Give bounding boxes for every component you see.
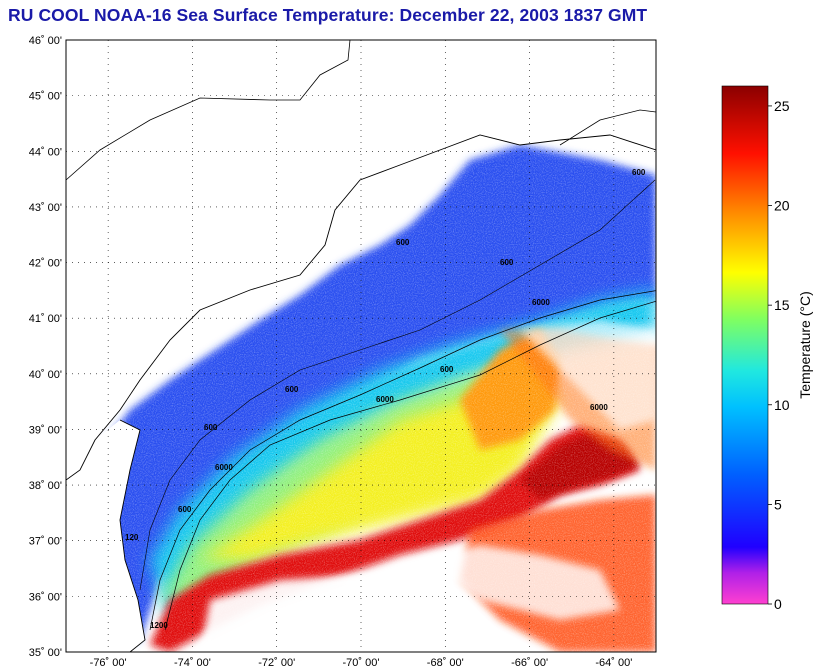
contour-label: 6000 [532,298,550,307]
contour-label: 6000 [215,463,233,472]
longitude-label: -70˚ 00' [343,657,380,669]
colorbar-tick-label: 25 [774,98,790,114]
latitude-label: 35˚ 00' [29,647,62,659]
latitude-label: 42˚ 00' [29,258,62,270]
contour-label: 600 [632,168,646,177]
land-mid-atlantic [66,420,145,652]
latitude-label: 41˚ 00' [29,313,62,325]
contour-label: 1200 [150,621,168,630]
coastline-north [66,134,656,481]
map-title: RU COOL NOAA-16 Sea Surface Temperature:… [8,5,648,25]
colorbar-tick-label: 15 [774,297,790,313]
contour-6000m [164,300,656,631]
border-us-canada [66,40,351,181]
longitude-label: -64˚ 00' [595,657,632,669]
coastline-south [119,419,146,652]
map-frame [65,39,657,653]
colorbar-ticks: 25 20 15 10 5 0 [768,98,790,612]
colorbar-tick-label: 5 [774,496,782,512]
contour-120m [139,179,656,591]
contour-label: 6000 [376,395,394,404]
contour-label: 600 [204,423,218,432]
longitude-axis: -76˚ 00' -74˚ 00' -72˚ 00' -70˚ 00' -68˚ 00'… [90,657,633,669]
latitude-label: 38˚ 00' [29,480,62,492]
latitude-label: 39˚ 00' [29,424,62,436]
colorbar-tick-label: 0 [774,596,782,612]
latitude-label: 43˚ 00' [29,202,62,214]
colorbar-tick-label: 10 [774,397,790,413]
contour-label: 600 [440,365,454,374]
land-us-northeast [66,40,656,480]
colorbar [721,85,769,605]
latitude-label: 36˚ 00' [29,591,62,603]
colorbar-tick-label: 20 [774,198,790,214]
contour-label: 600 [285,385,299,394]
contour-label: 600 [396,238,410,247]
latitude-label: 46˚ 00' [29,35,62,47]
land-nova-scotia [560,110,656,150]
land-canada [66,40,350,180]
graticule [66,40,656,652]
latitude-label: 45˚ 00' [29,91,62,103]
contour-label: 600 [178,505,192,514]
sst-field: 600 600 600 6000 6000 600 600 6000 600 1… [66,40,656,652]
contour-label: 120 [125,533,139,542]
longitude-label: -76˚ 00' [90,657,127,669]
longitude-label: -66˚ 00' [511,657,548,669]
coastline-nova-scotia [559,109,656,146]
latitude-axis: 46˚ 00' 45˚ 00' 44˚ 00' 43˚ 00' 42˚ 00' 41˚ 0… [29,35,62,659]
longitude-label: -68˚ 00' [427,657,464,669]
colorbar-title: Temperature (°C) [797,291,813,399]
contour-label: 600 [500,258,514,267]
latitude-label: 44˚ 00' [29,146,62,158]
longitude-label: -72˚ 00' [258,657,295,669]
contour-label: 6000 [590,403,608,412]
longitude-label: -74˚ 00' [174,657,211,669]
latitude-label: 40˚ 00' [29,369,62,381]
latitude-label: 37˚ 00' [29,536,62,548]
contour-600m [149,290,656,631]
